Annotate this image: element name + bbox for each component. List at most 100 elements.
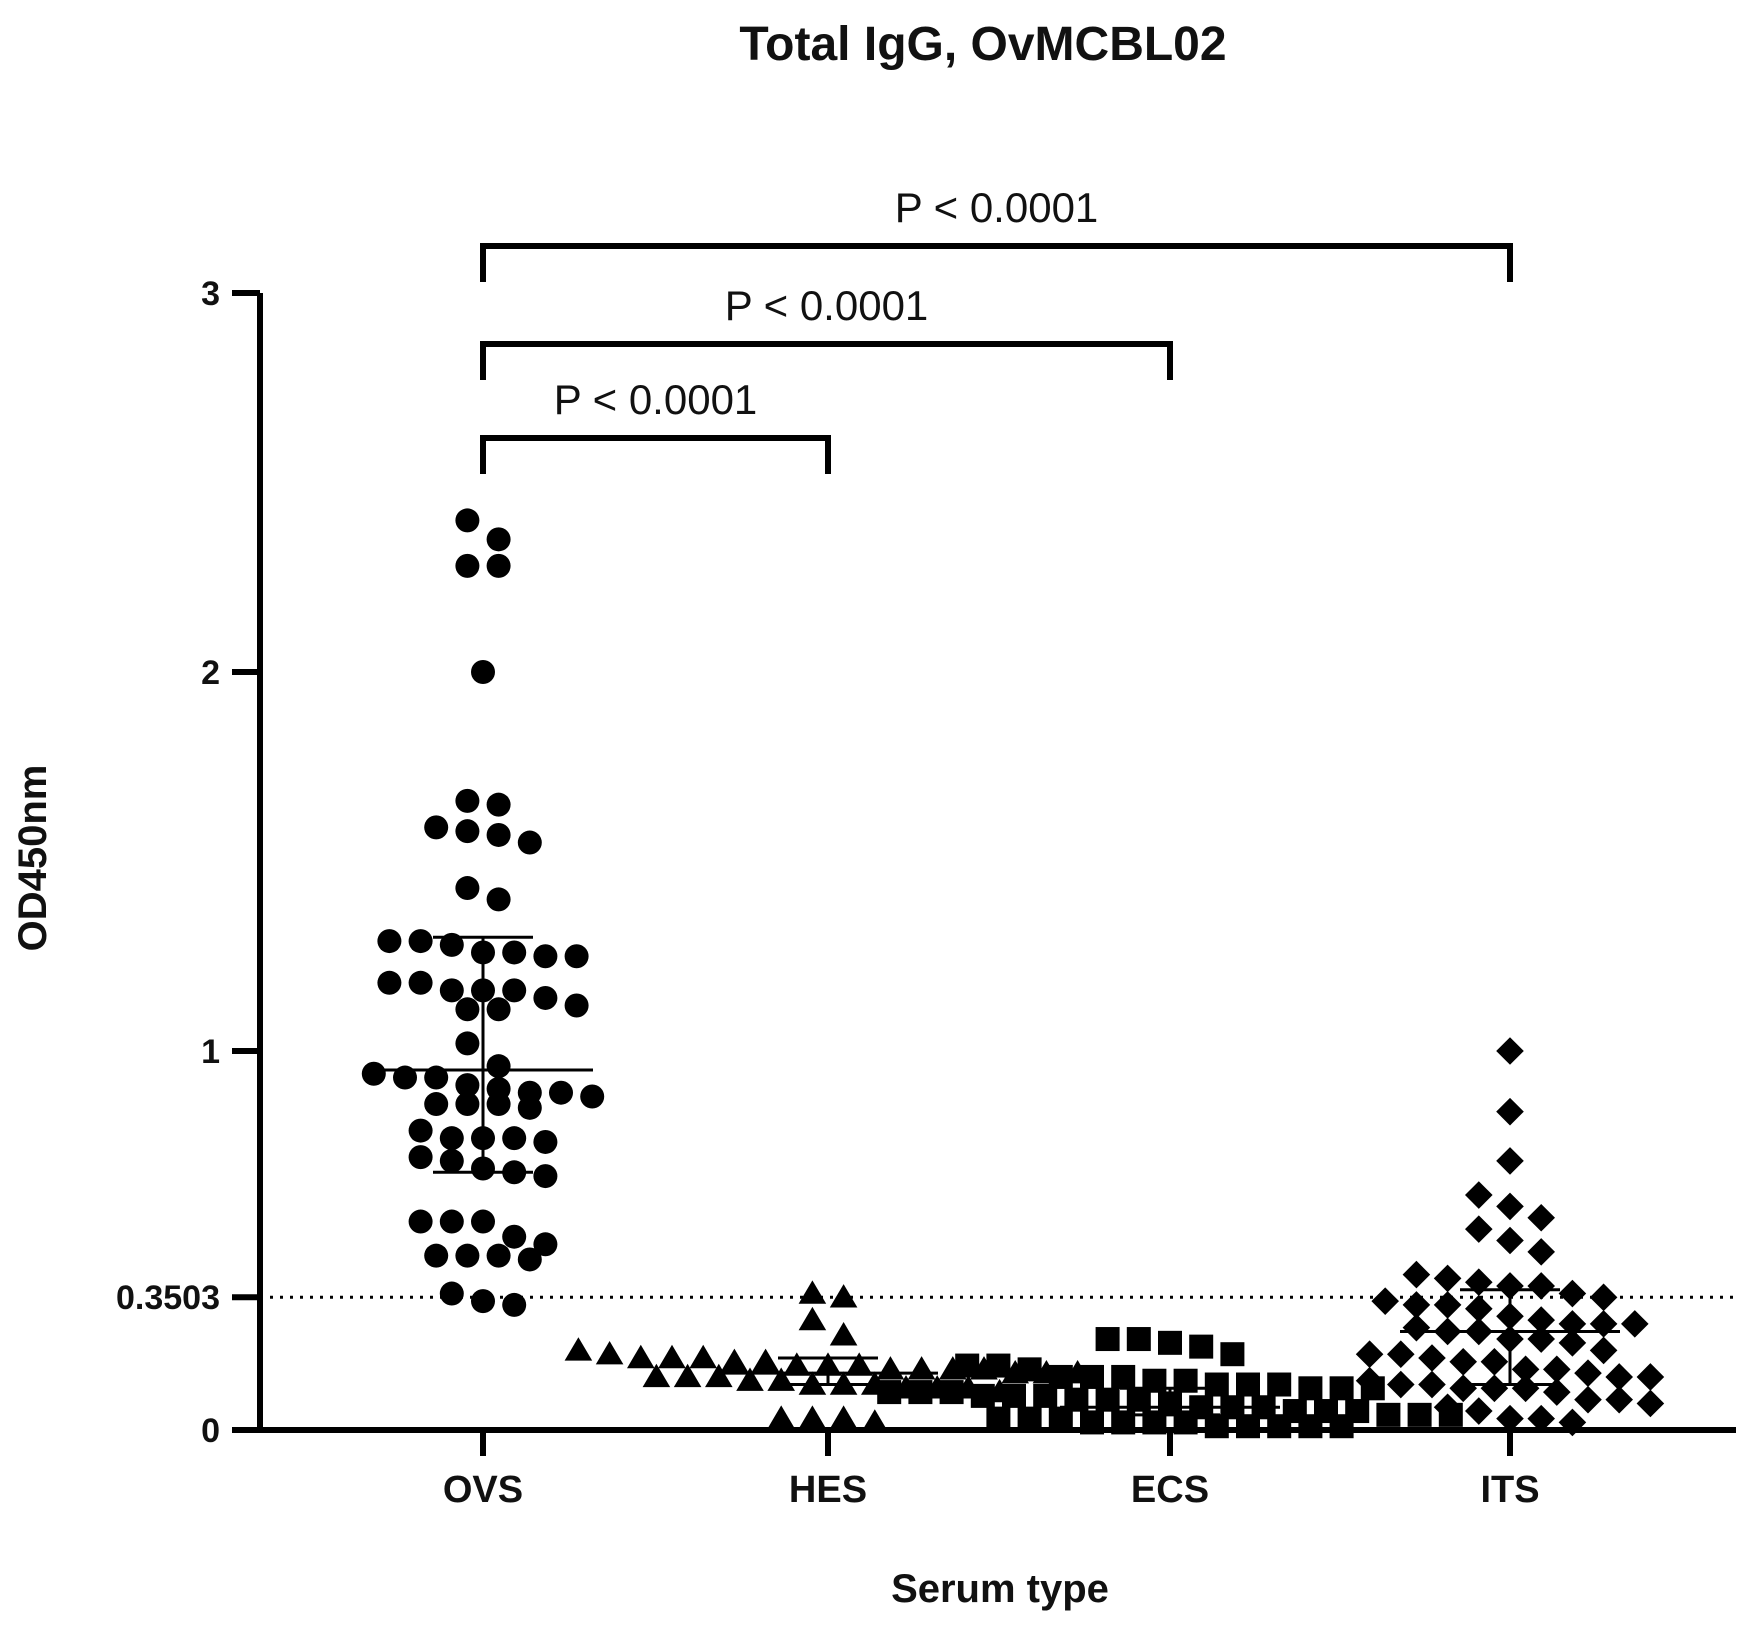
data-point [1465,1215,1493,1243]
cutoff-label: 0.3503 [116,1279,220,1317]
data-point [1189,1334,1214,1359]
data-point [533,944,558,969]
data-point [408,1145,433,1170]
data-point [517,1095,542,1120]
data-point [533,985,558,1010]
data-point [1204,1414,1229,1439]
data-point [689,1344,717,1369]
data-point [1080,1364,1104,1389]
data-point [705,1363,733,1388]
data-point [1387,1340,1415,1368]
data-point [1496,1192,1524,1221]
data-point [455,997,480,1022]
data-point [502,1224,527,1249]
data-point [1511,1355,1540,1384]
y-axis-label: OD450nm [11,765,55,952]
data-point [1095,1327,1120,1352]
data-point [517,1247,542,1272]
x-tick-label: ECS [1131,1469,1209,1511]
data-point [1527,1238,1555,1266]
data-point [798,1306,827,1331]
data-point [751,1348,780,1372]
data-point [767,1405,795,1429]
data-point [1387,1370,1415,1399]
data-point [1204,1372,1229,1397]
data-point [1017,1357,1042,1382]
data-point [471,1209,495,1234]
data-point [907,1356,936,1380]
data-point [486,792,511,817]
data-point [455,1092,480,1117]
data-point [1496,1226,1524,1255]
data-point [845,1352,873,1376]
data-point [1465,1181,1493,1209]
data-point [455,553,480,578]
data-point [502,1126,527,1151]
data-point [1465,1397,1493,1425]
significance-bracket [480,341,1173,380]
y-tick-label: 0 [201,1412,220,1450]
data-point [533,1232,558,1257]
significance-bracket [480,435,831,474]
data-point [1158,1330,1182,1355]
data-point [1017,1406,1042,1431]
data-point [1329,1376,1354,1401]
data-point [533,1129,558,1154]
data-point [1496,1037,1524,1065]
data-point [955,1353,980,1378]
data-point [502,940,527,965]
data-point [1371,1287,1399,1315]
data-point [783,1352,811,1376]
data-point [627,1344,655,1369]
data-point [1527,1203,1555,1232]
data-point [455,876,480,901]
data-point [486,1054,511,1079]
chart-title: Total IgG, OvMCBL02 [739,18,1226,71]
data-point [673,1363,702,1388]
data-point [1480,1347,1509,1376]
data-point [517,830,542,855]
data-point [393,1065,417,1090]
data-point [1589,1283,1618,1312]
data-point [642,1363,671,1388]
data-point [580,1084,605,1109]
data-point [1574,1385,1602,1414]
data-point [502,978,527,1003]
data-point [1558,1408,1587,1437]
data-point [1376,1402,1401,1427]
data-point [908,1380,933,1405]
data-point [1402,1260,1431,1289]
data-point [1543,1378,1571,1406]
data-point [486,822,511,847]
data-point [1298,1414,1323,1439]
data-point [1033,1383,1058,1408]
data-point [439,1148,464,1173]
data-point [1236,1414,1260,1439]
data-point [455,508,480,533]
x-tick-label: OVS [443,1469,523,1511]
data-point [1511,1374,1540,1403]
data-point [486,1092,511,1117]
data-point [408,1209,433,1234]
data-point [377,970,402,995]
data-point [1433,1393,1462,1422]
data-point [455,1243,480,1268]
data-point [1636,1363,1665,1391]
data-point [361,1061,386,1086]
data-point [1418,1344,1446,1372]
data-point [439,1126,464,1151]
data-point [1605,1385,1633,1414]
data-point [455,1073,480,1098]
data-point [595,1341,624,1365]
data-point [736,1367,764,1391]
data-point [1355,1340,1384,1368]
data-point [1605,1363,1633,1391]
data-point [486,1243,511,1268]
x-tick-label: HES [789,1469,867,1511]
data-point [1329,1414,1354,1439]
data-point [829,1405,858,1429]
data-point [1126,1327,1151,1352]
y-tick-label: 3 [201,275,220,313]
data-point [439,932,464,957]
